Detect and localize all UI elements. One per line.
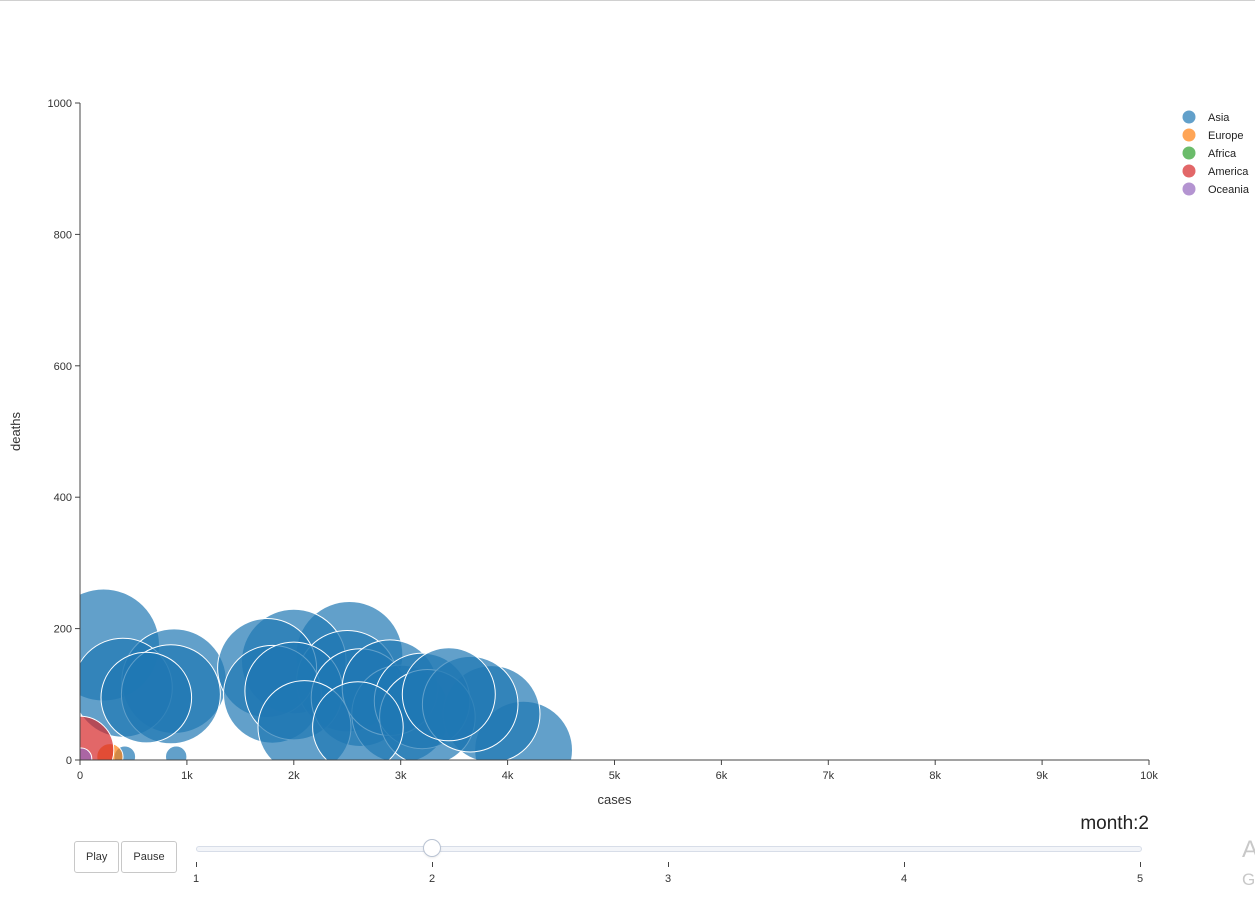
bubble-asia[interactable] (165, 745, 188, 767)
legend-swatch-america[interactable] (1182, 164, 1196, 178)
slider-value: 2 (1138, 813, 1149, 834)
x-tick-label: 4k (502, 770, 514, 782)
slider-current-value: month:2 (1080, 813, 1149, 835)
x-tick-label: 10k (1140, 770, 1158, 782)
bubble-asia[interactable] (312, 681, 404, 773)
cutoff-text-g: G (1242, 870, 1255, 889)
month-slider[interactable]: 1 2 3 4 5 (192, 839, 1144, 890)
top-border (0, 0, 1255, 1)
x-tick-label: 2k (288, 770, 300, 782)
slider-prefix: month: (1080, 813, 1139, 834)
x-tick-label: 6k (716, 770, 728, 782)
x-axis-title: cases (598, 792, 632, 807)
slider-tick (1140, 862, 1141, 867)
pause-button[interactable]: Pause (121, 841, 177, 873)
animation-controls: Play Pause (74, 841, 177, 873)
y-tick-label: 0 (66, 755, 72, 767)
slider-tick-label[interactable]: 1 (192, 873, 200, 885)
x-tick-label: 5k (609, 770, 621, 782)
slider-tick-label[interactable]: 2 (428, 873, 436, 885)
legend-label-america[interactable]: America (1208, 166, 1249, 178)
y-tick-label: 1000 (48, 98, 72, 110)
bubble-oceania[interactable] (70, 747, 93, 769)
slider-tick-label[interactable]: 4 (900, 873, 908, 885)
slider-track[interactable] (196, 846, 1142, 852)
x-tick-label: 7k (822, 770, 834, 782)
x-tick-label: 8k (929, 770, 941, 782)
legend-swatch-asia[interactable] (1182, 110, 1196, 124)
bubble-america[interactable] (46, 715, 115, 784)
legend-label-europe[interactable]: Europe (1208, 130, 1243, 142)
legend-label-oceania[interactable]: Oceania (1208, 184, 1250, 196)
play-button[interactable]: Play (74, 841, 120, 873)
y-tick-label: 200 (54, 624, 72, 636)
bubble-chart: 0 1k 2k 3k 4k 5k 6k 7k 8k 9k 10k02004006008001000 … (8, 98, 1250, 807)
y-axis-title: deaths (8, 411, 23, 451)
slider-tick (196, 862, 197, 867)
legend-label-asia[interactable]: Asia (1208, 112, 1230, 124)
legend-swatch-africa[interactable] (1182, 146, 1196, 160)
y-tick-label: 800 (54, 229, 72, 241)
legend-swatch-europe[interactable] (1182, 128, 1196, 142)
slider-tick (668, 862, 669, 867)
legend: Asia Europe Africa America Oceania (1182, 110, 1250, 196)
x-tick-label: 1k (181, 770, 193, 782)
x-tick-label: 9k (1036, 770, 1048, 782)
legend-label-africa[interactable]: Africa (1208, 148, 1237, 160)
slider-tick (432, 862, 433, 867)
cutoff-text-a: A (1242, 836, 1255, 863)
x-tick-label: 0 (77, 770, 83, 782)
bubble-asia[interactable] (100, 651, 193, 744)
legend-swatch-oceania[interactable] (1182, 182, 1196, 196)
axes-layer: 0 1k 2k 3k 4k 5k 6k 7k 8k 9k 10k 0 200 400 600 800 1000 (48, 98, 1159, 782)
y-tick-label: 400 (54, 492, 72, 504)
slider-tick (904, 862, 905, 867)
slider-handle[interactable] (423, 839, 441, 857)
bubble-asia[interactable] (401, 647, 496, 742)
bubble-layer (46, 588, 573, 784)
x-tick-label: 3k (395, 770, 407, 782)
y-tick-label: 600 (54, 361, 72, 373)
slider-tick-label[interactable]: 3 (664, 873, 672, 885)
slider-tick-label[interactable]: 5 (1136, 873, 1144, 885)
